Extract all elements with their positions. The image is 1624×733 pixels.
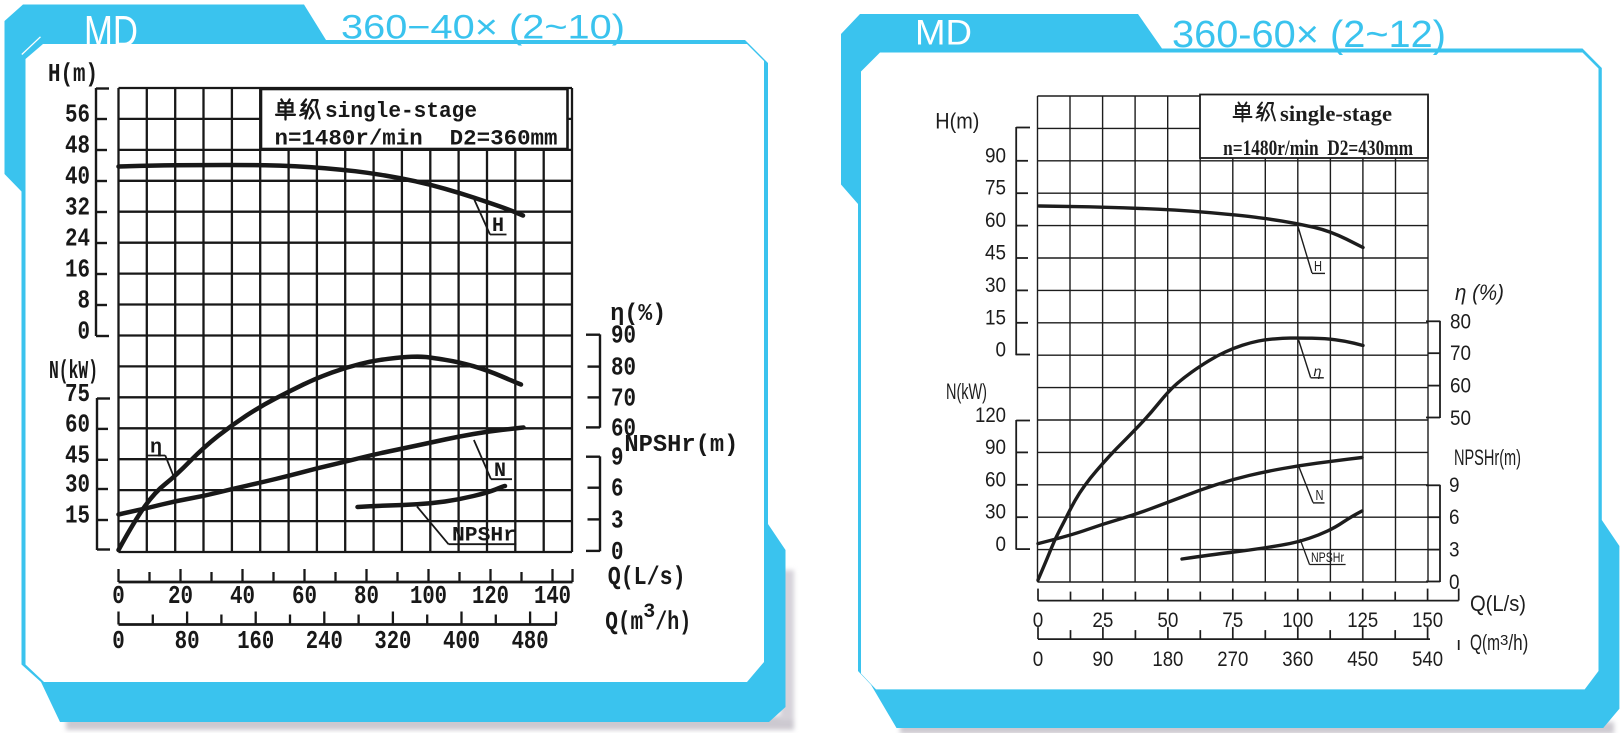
svg-text:20: 20	[168, 581, 193, 611]
svg-text:NPSHr(m): NPSHr(m)	[1454, 445, 1521, 470]
svg-text:30: 30	[985, 274, 1006, 297]
svg-text:56: 56	[65, 100, 90, 130]
svg-text:15: 15	[65, 501, 90, 531]
svg-text:270: 270	[1217, 648, 1248, 671]
svg-text:40: 40	[230, 581, 255, 611]
svg-text:80: 80	[611, 353, 636, 383]
svg-text:MD: MD	[915, 14, 972, 53]
svg-text:50: 50	[1157, 609, 1178, 632]
svg-text:NPSHr: NPSHr	[1311, 549, 1344, 565]
svg-text:75: 75	[1222, 609, 1243, 632]
svg-text:9: 9	[1449, 474, 1460, 497]
svg-text:160: 160	[237, 626, 274, 656]
svg-text:15: 15	[985, 306, 1006, 329]
svg-text:125: 125	[1347, 609, 1378, 632]
svg-text:60: 60	[65, 409, 90, 439]
svg-text:Q(m3/h): Q(m3/h)	[605, 601, 691, 637]
svg-text:32: 32	[65, 193, 90, 223]
svg-text:0: 0	[1033, 648, 1044, 671]
svg-text:0: 0	[78, 317, 91, 347]
svg-text:0: 0	[112, 581, 125, 611]
svg-text:90: 90	[611, 320, 636, 350]
svg-text:η (%): η (%)	[1455, 280, 1504, 305]
svg-text:60: 60	[985, 468, 1006, 491]
svg-text:180: 180	[1152, 648, 1183, 671]
svg-text:60: 60	[611, 414, 636, 444]
svg-text:75: 75	[985, 177, 1006, 200]
svg-text:0: 0	[611, 537, 624, 567]
svg-text:25: 25	[1092, 609, 1113, 632]
svg-text:single-stage: single-stage	[1280, 101, 1392, 126]
svg-text:480: 480	[512, 626, 549, 656]
svg-text:η: η	[1314, 363, 1322, 379]
svg-text:N: N	[1316, 487, 1324, 504]
svg-text:90: 90	[985, 436, 1006, 459]
svg-text:150: 150	[1412, 609, 1443, 632]
svg-text:70: 70	[1450, 342, 1471, 365]
svg-text:100: 100	[410, 581, 447, 611]
svg-text:48: 48	[65, 131, 90, 161]
svg-text:NPSHr(m): NPSHr(m)	[624, 432, 738, 459]
svg-text:η(%): η(%)	[610, 301, 666, 328]
svg-text:NPSHr: NPSHr	[452, 525, 516, 548]
svg-text:H: H	[492, 215, 504, 238]
svg-text:70: 70	[611, 383, 636, 413]
svg-text:n=1480r/min D2=430mm: n=1480r/min D2=430mm	[1223, 135, 1413, 160]
svg-text:n=1480r/min D2=360mm: n=1480r/min D2=360mm	[275, 127, 558, 152]
svg-text:6: 6	[1449, 506, 1460, 529]
svg-text:360-60× (2~12): 360-60× (2~12)	[1172, 14, 1446, 56]
svg-text:η: η	[150, 437, 162, 460]
svg-text:360: 360	[1282, 648, 1313, 671]
svg-text:120: 120	[472, 581, 509, 611]
svg-text:90: 90	[1092, 648, 1113, 671]
svg-text:Q(L/s): Q(L/s)	[608, 562, 686, 592]
svg-text:24: 24	[65, 224, 90, 254]
svg-text:3: 3	[611, 505, 624, 535]
svg-text:Q(m3/h): Q(m3/h)	[1470, 630, 1528, 655]
svg-text:9: 9	[611, 442, 624, 472]
svg-text:320: 320	[374, 626, 411, 656]
svg-text:H(m): H(m)	[48, 59, 98, 89]
svg-text:60: 60	[985, 209, 1006, 232]
svg-text:400: 400	[443, 626, 480, 656]
svg-text:40: 40	[65, 162, 90, 192]
svg-text:120: 120	[975, 404, 1006, 427]
svg-text:single-stage: single-stage	[325, 99, 477, 124]
svg-text:60: 60	[292, 581, 317, 611]
svg-text:60: 60	[1450, 375, 1471, 398]
svg-text:80: 80	[354, 581, 379, 611]
svg-text:H(m): H(m)	[935, 108, 979, 133]
svg-text:6: 6	[611, 474, 624, 504]
svg-text:MD: MD	[84, 7, 138, 56]
svg-text:45: 45	[65, 440, 90, 470]
svg-text:3: 3	[1449, 539, 1460, 562]
svg-text:N(kW): N(kW)	[946, 379, 987, 404]
svg-text:80: 80	[175, 626, 200, 656]
svg-text:90: 90	[985, 144, 1006, 167]
svg-text:0: 0	[1033, 609, 1044, 632]
svg-text:8: 8	[78, 286, 91, 316]
svg-text:30: 30	[985, 501, 1006, 524]
svg-text:30: 30	[65, 470, 90, 500]
svg-text:0: 0	[996, 533, 1007, 556]
svg-text:80: 80	[1450, 310, 1471, 333]
svg-text:0: 0	[1449, 571, 1460, 594]
svg-text:75: 75	[65, 379, 90, 409]
svg-text:N: N	[494, 460, 506, 483]
svg-text:100: 100	[1282, 609, 1313, 632]
svg-text:50: 50	[1450, 407, 1471, 430]
svg-text:140: 140	[534, 581, 571, 611]
svg-text:540: 540	[1412, 648, 1443, 671]
svg-text:16: 16	[65, 255, 90, 285]
svg-text:0: 0	[112, 626, 125, 656]
svg-text:450: 450	[1347, 648, 1378, 671]
svg-text:N(kW): N(kW)	[49, 356, 98, 386]
svg-text:H: H	[1314, 258, 1322, 275]
svg-text:Q(L/s): Q(L/s)	[1470, 591, 1526, 616]
svg-text:360−40× (2~10): 360−40× (2~10)	[341, 9, 625, 47]
svg-text:45: 45	[985, 242, 1006, 265]
svg-text:240: 240	[306, 626, 343, 656]
svg-text:0: 0	[996, 339, 1007, 362]
